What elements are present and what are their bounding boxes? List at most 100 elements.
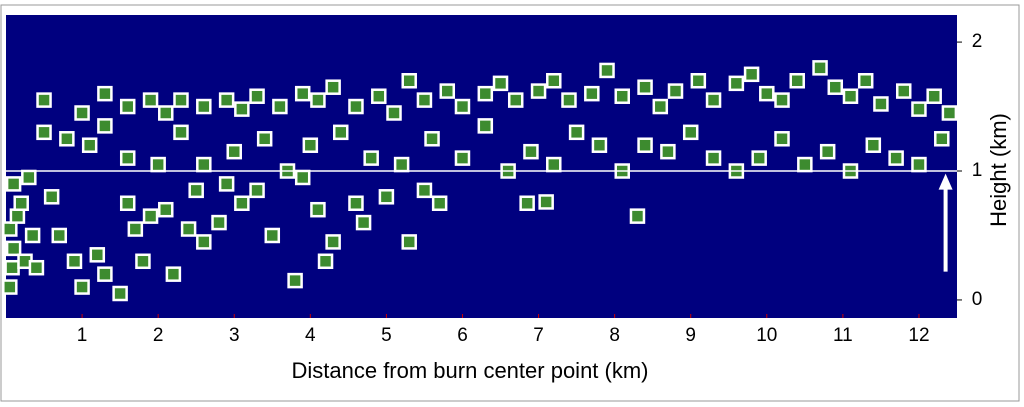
scatter-point [401,73,417,89]
x-tick-label: 5 [381,325,392,346]
scatter-point [234,101,250,117]
y-axis-label: Height (km) [986,113,1011,227]
scatter-point [196,234,212,250]
scatter-point [59,131,75,147]
x-tick-label: 9 [685,325,696,346]
scatter-point [66,253,83,270]
scatter-point [378,189,395,205]
scatter-point [5,176,22,192]
scatter-point [81,137,98,153]
x-tick-label: 3 [229,325,240,346]
scatter-point [325,234,341,250]
scatter-point [173,92,189,108]
x-tick-label: 1 [77,325,88,346]
scatter-point [934,131,950,147]
scatter-point [519,195,535,211]
scatter-point [439,83,456,99]
scatter-point [416,92,433,108]
scatter-point [28,259,45,276]
scatter-point [97,85,113,102]
scatter-point [454,150,471,166]
scatter-point [827,79,844,95]
scatter-point [272,98,288,115]
scatter-point [196,98,212,115]
scatter-point [530,83,547,99]
x-tick-label: 6 [457,325,468,346]
x-tick-label: 10 [756,325,777,346]
scatter-point [355,214,372,231]
scatter-point [36,124,52,141]
x-tick-label: 12 [908,325,929,346]
scatter-point [333,124,349,141]
scatter-point [21,169,37,186]
scatter-point [89,247,106,263]
scatter-point [97,266,113,282]
x-tick-label: 4 [305,325,316,346]
arrow-head [938,173,953,190]
scatter-point [424,131,440,147]
scatter-point [264,227,281,244]
scatter-point [158,201,174,218]
scatter-point [173,124,189,141]
scatter-point [614,88,630,104]
scatter-point [667,83,684,99]
scatter-point [865,137,882,153]
scatter-point [895,83,912,99]
scatter-point [36,92,52,108]
scatter-point [196,156,212,173]
scatter-point [348,98,364,115]
scatter-point [401,234,417,250]
scatter-point [4,259,20,276]
scatter-point [165,266,182,282]
scatter-point [142,92,159,108]
x-tick-label: 2 [153,325,164,346]
scatter-point [13,195,29,211]
scatter-point [584,85,600,102]
scatter-point [599,62,615,79]
scatter-point [454,98,471,115]
scatter-point [2,221,18,237]
scatter-point [249,88,265,104]
scatter-point [386,105,402,121]
scatter-point [507,92,524,108]
y-tick-label: 1 [972,160,983,181]
scatter-point [112,285,128,302]
scatter-point [873,96,889,112]
scatter-point [941,105,958,121]
scatter-point [819,143,836,160]
scatter-point [317,253,334,270]
scatter-point [43,189,60,205]
scatter-point [119,195,136,211]
scatter-point [150,156,166,173]
x-tick-label: 7 [533,325,544,346]
scatter-point [24,227,41,244]
scatter-point [888,150,904,166]
scatter-point [774,131,790,147]
scatter-point [652,98,669,115]
scatter-point [294,169,311,186]
scatter-point [926,88,942,104]
scatter-point [728,75,745,92]
scatter-point [74,279,90,295]
scatter-point [119,98,136,115]
scatter-point [561,92,577,108]
scatter-point [523,143,539,160]
scatter-point [743,66,760,83]
scatter-point [637,137,653,153]
scatter-point [325,79,341,95]
scatter-point [310,201,326,218]
scatter-point [363,150,379,166]
scatter-point [97,118,113,134]
scatter-point [842,88,859,104]
scatter-point [546,73,562,89]
scatter-point [211,214,227,231]
scatter-point [218,176,235,192]
scatter-point [218,92,235,108]
x-tick-label: 11 [833,325,853,346]
scatter-point [249,182,265,199]
scatter-point [2,279,18,295]
scatter-point [310,92,326,108]
scatter-point [188,182,204,199]
scatter-point [682,124,699,141]
scatter-point [416,182,433,199]
